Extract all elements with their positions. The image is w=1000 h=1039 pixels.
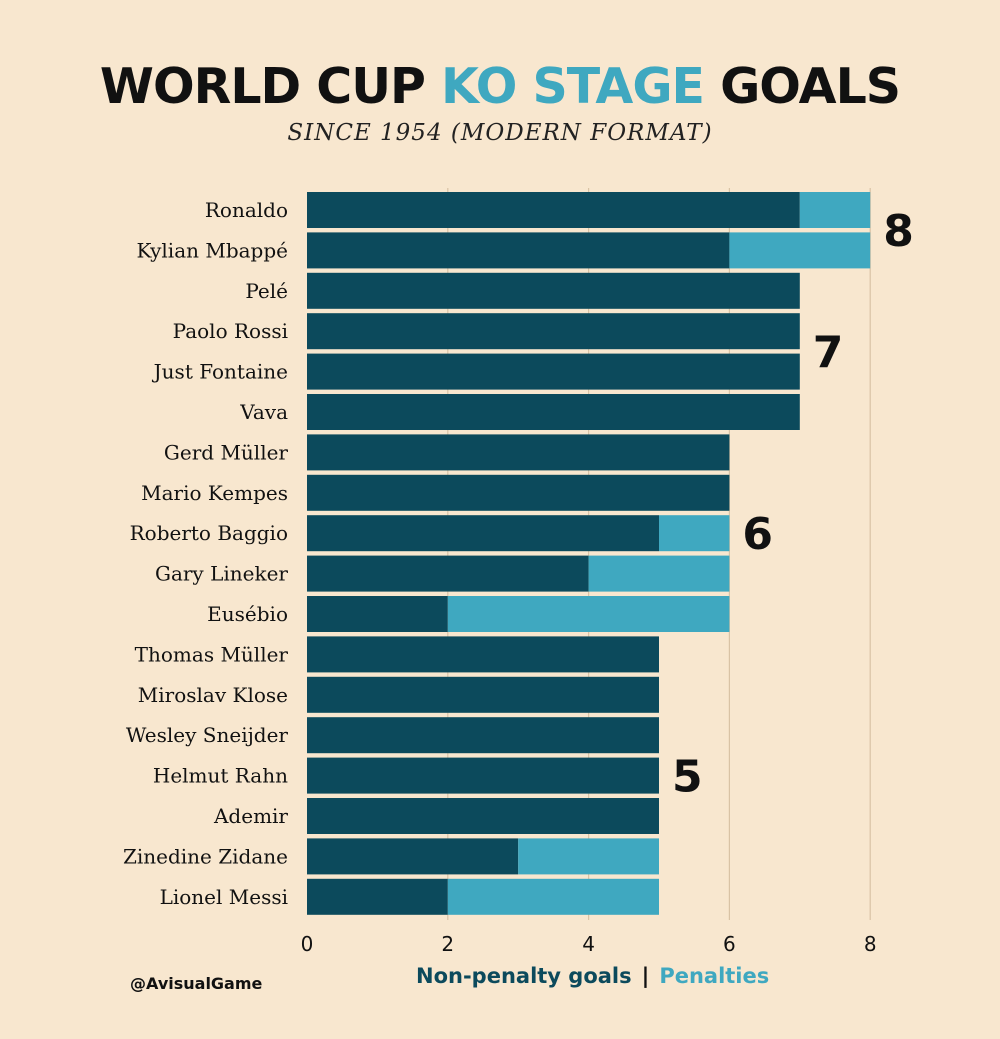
category-label: Lionel Messi [160,885,288,909]
category-label: Just Fontaine [152,360,288,384]
bar-non-penalty [307,515,659,552]
legend: Non-penalty goals | Penalties [416,964,769,988]
bar-non-penalty [307,838,519,875]
category-label: Pelé [245,279,288,303]
bar-non-penalty [307,555,589,592]
category-label: Ademir [213,804,288,828]
group-total-label: 8 [883,206,914,257]
bar-non-penalty [307,757,659,794]
chart-subtitle: SINCE 1954 (MODERN FORMAT) [287,120,713,146]
category-label: Zinedine Zidane [123,844,288,868]
x-tick-label: 8 [864,932,877,956]
category-label: Roberto Baggio [130,521,288,545]
x-tick-label: 4 [582,932,595,956]
category-label: Thomas Müller [135,642,289,666]
category-label: Gerd Müller [164,440,289,464]
bar-penalties [588,555,730,592]
bar-non-penalty [307,272,800,309]
category-label: Eusébio [207,602,288,626]
category-label: Mario Kempes [141,481,288,505]
bar-non-penalty [307,878,448,915]
bar-non-penalty [307,717,659,754]
title-part-1: WORLD CUP [99,58,442,115]
category-label: Kylian Mbappé [136,238,288,262]
bar-non-penalty [307,232,730,269]
category-label: Ronaldo [205,198,288,222]
chart-title: WORLD CUP KO STAGE GOALS [0,58,1000,115]
group-total-label: 6 [742,509,773,560]
title-highlight: KO STAGE [441,58,705,115]
category-label: Wesley Sneijder [126,723,289,747]
group-total-label: 7 [813,327,844,378]
legend-non-penalty: Non-penalty goals [416,964,632,988]
legend-penalties: Penalties [659,964,770,988]
bar-penalties [447,878,659,915]
category-label: Gary Lineker [155,562,288,586]
legend-separator: | [641,964,650,988]
bar-non-penalty [307,434,730,471]
bar-penalties [518,838,659,875]
bar-non-penalty [307,313,800,350]
bar-non-penalty [307,353,800,390]
x-tick-label: 0 [301,932,314,956]
bar-non-penalty [307,192,800,228]
bar-penalties [729,232,871,269]
bar-penalties [447,596,730,632]
category-label: Miroslav Klose [138,683,288,707]
group-total-label: 5 [672,752,703,803]
bar-penalties [659,515,730,552]
bar-non-penalty [307,596,448,632]
bar-non-penalty [307,474,730,511]
title-part-3: GOALS [704,58,901,115]
category-label: Vava [239,400,288,424]
x-tick-label: 2 [441,932,454,956]
bar-non-penalty [307,636,659,673]
bar-non-penalty [307,394,800,430]
category-label: Paolo Rossi [173,319,288,343]
bar-penalties [799,192,871,228]
bar-non-penalty [307,798,659,834]
author-handle: @AvisualGame [130,974,263,993]
category-label: Helmut Rahn [153,764,288,788]
bar-non-penalty [307,676,659,713]
x-tick-label: 6 [723,932,736,956]
